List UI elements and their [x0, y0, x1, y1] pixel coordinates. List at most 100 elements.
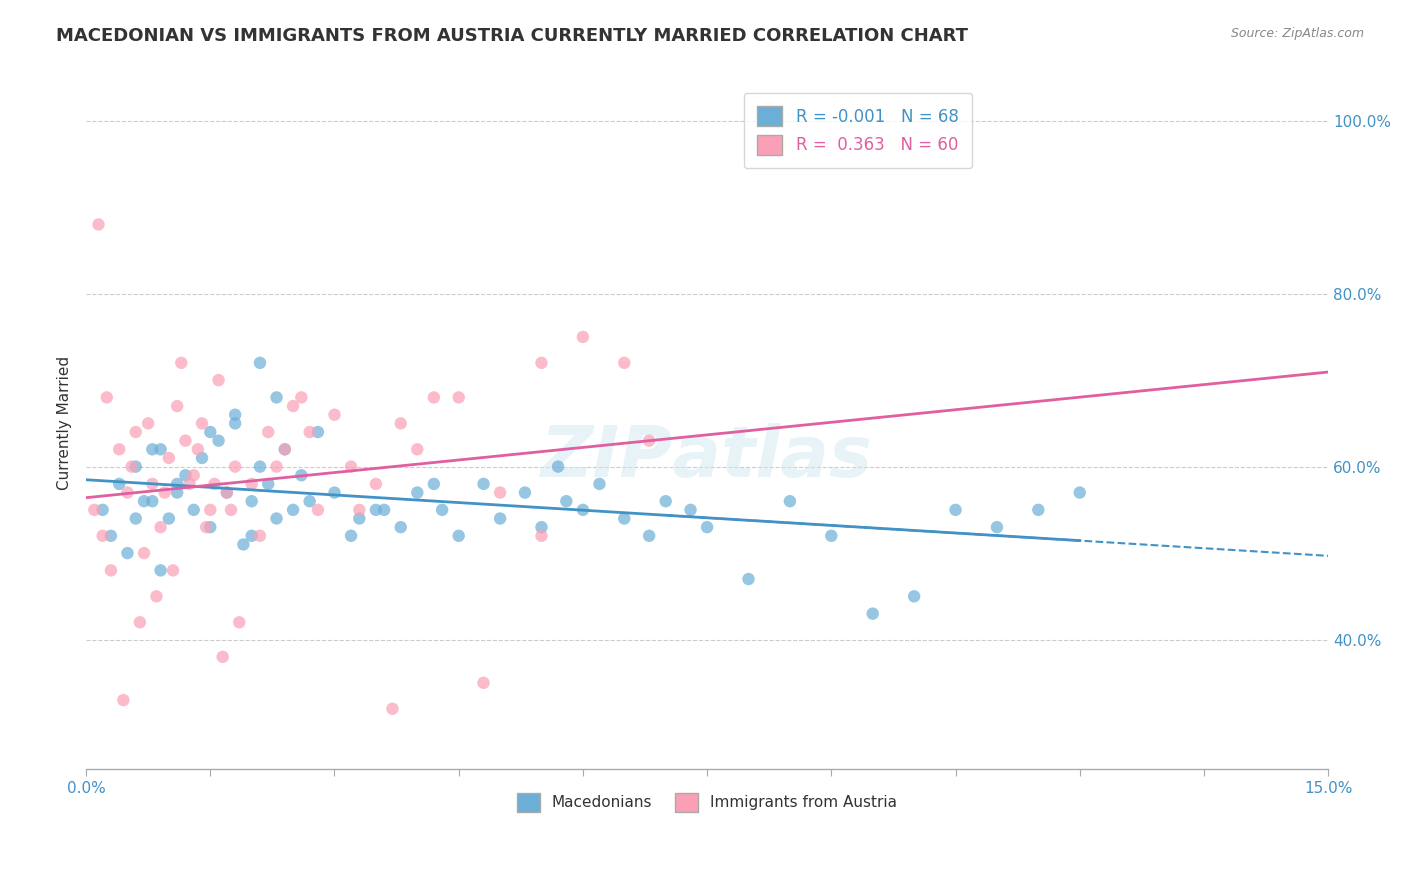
Point: [149, 563, 172, 577]
Point: [638, 529, 661, 543]
Point: [472, 476, 495, 491]
Point: [207, 373, 229, 387]
Point: [162, 563, 184, 577]
Point: [1026, 503, 1049, 517]
Point: [298, 494, 321, 508]
Point: [170, 356, 193, 370]
Point: [183, 468, 205, 483]
Point: [307, 503, 329, 517]
Point: [200, 520, 222, 534]
Text: MACEDONIAN VS IMMIGRANTS FROM AUSTRIA CURRENTLY MARRIED CORRELATION CHART: MACEDONIAN VS IMMIGRANTS FROM AUSTRIA CU…: [56, 27, 969, 45]
Point: [986, 520, 1008, 534]
Point: [530, 356, 553, 370]
Point: [207, 434, 229, 448]
Point: [298, 425, 321, 439]
Point: [157, 511, 180, 525]
Point: [257, 425, 280, 439]
Point: [613, 356, 636, 370]
Point: [406, 442, 429, 457]
Point: [349, 511, 371, 525]
Point: [117, 546, 139, 560]
Point: [224, 459, 246, 474]
Legend: Macedonians, Immigrants from Austria: Macedonians, Immigrants from Austria: [505, 780, 910, 824]
Point: [187, 442, 209, 457]
Point: [654, 494, 676, 508]
Point: [153, 485, 176, 500]
Point: [389, 520, 412, 534]
Point: [215, 485, 238, 500]
Point: [141, 494, 163, 508]
Point: [613, 511, 636, 525]
Point: [141, 476, 163, 491]
Point: [290, 468, 312, 483]
Point: [211, 649, 233, 664]
Point: [96, 391, 118, 405]
Point: [100, 529, 122, 543]
Point: [266, 391, 288, 405]
Point: [820, 529, 842, 543]
Point: [166, 399, 188, 413]
Point: [423, 391, 446, 405]
Point: [903, 590, 925, 604]
Point: [323, 408, 346, 422]
Point: [240, 494, 263, 508]
Point: [228, 615, 250, 630]
Point: [638, 434, 661, 448]
Point: [489, 511, 512, 525]
Point: [200, 425, 222, 439]
Point: [224, 417, 246, 431]
Point: [108, 442, 131, 457]
Point: [191, 450, 214, 465]
Point: [204, 476, 226, 491]
Point: [737, 572, 759, 586]
Point: [91, 503, 114, 517]
Point: [406, 485, 429, 500]
Point: [91, 529, 114, 543]
Point: [108, 476, 131, 491]
Point: [364, 503, 387, 517]
Point: [240, 476, 263, 491]
Point: [132, 546, 155, 560]
Point: [696, 520, 718, 534]
Point: [290, 391, 312, 405]
Point: [423, 476, 446, 491]
Point: [257, 476, 280, 491]
Point: [862, 607, 884, 621]
Point: [323, 485, 346, 500]
Point: [141, 442, 163, 457]
Point: [200, 503, 222, 517]
Point: [125, 425, 148, 439]
Point: [430, 503, 453, 517]
Point: [340, 459, 363, 474]
Point: [389, 417, 412, 431]
Point: [266, 459, 288, 474]
Point: [572, 503, 595, 517]
Point: [349, 503, 371, 517]
Point: [373, 503, 395, 517]
Point: [145, 590, 167, 604]
Point: [249, 356, 271, 370]
Point: [125, 459, 148, 474]
Point: [555, 494, 578, 508]
Point: [547, 459, 569, 474]
Point: [136, 417, 159, 431]
Point: [266, 511, 288, 525]
Point: [219, 503, 242, 517]
Point: [945, 503, 967, 517]
Point: [83, 503, 105, 517]
Point: [249, 529, 271, 543]
Point: [472, 675, 495, 690]
Point: [679, 503, 702, 517]
Point: [779, 494, 801, 508]
Point: [274, 442, 297, 457]
Point: [132, 494, 155, 508]
Point: [174, 434, 197, 448]
Point: [166, 476, 188, 491]
Point: [249, 459, 271, 474]
Point: [149, 520, 172, 534]
Point: [224, 408, 246, 422]
Point: [215, 485, 238, 500]
Point: [274, 442, 297, 457]
Point: [447, 529, 470, 543]
Point: [530, 529, 553, 543]
